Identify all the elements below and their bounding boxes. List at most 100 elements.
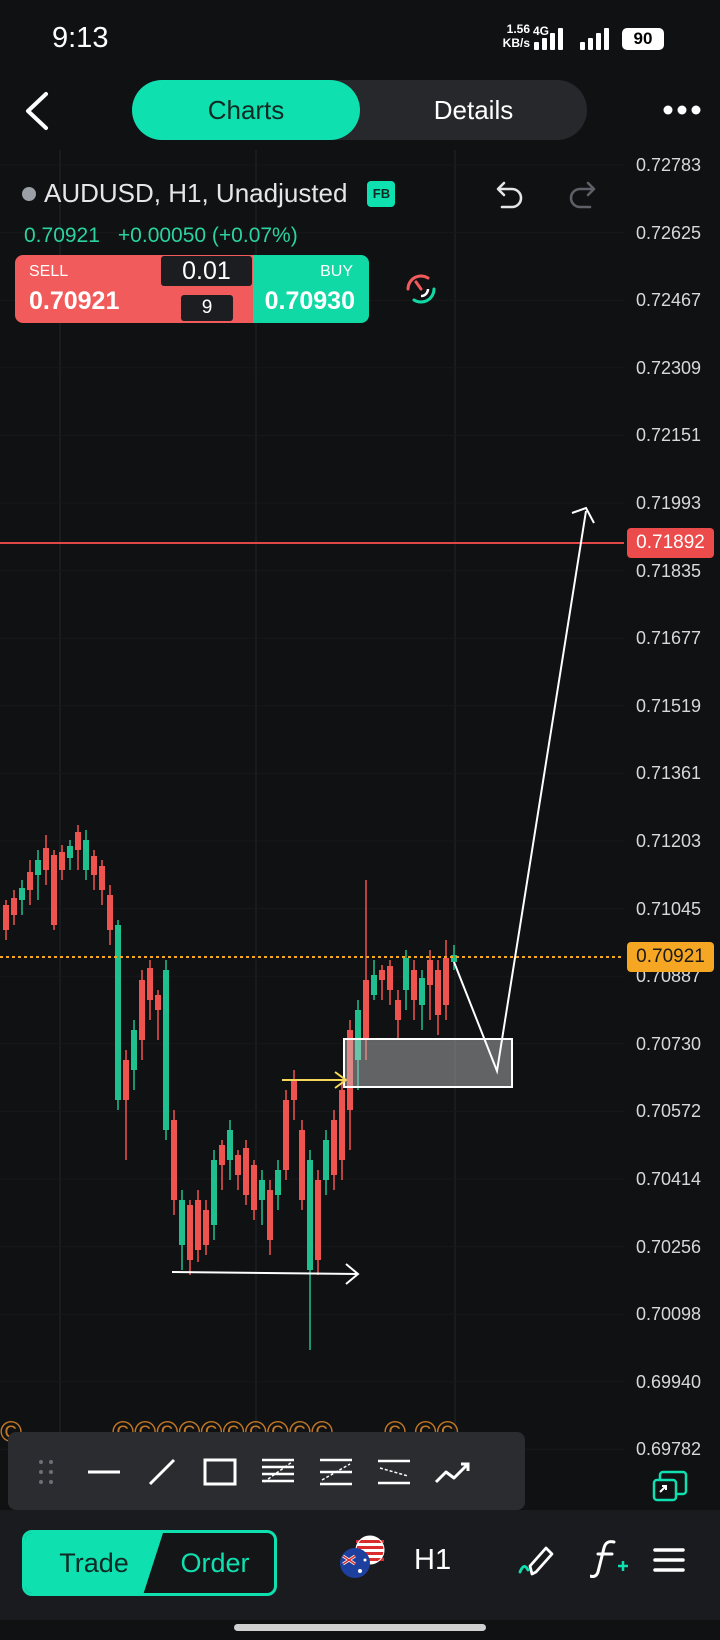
hamburger-icon: [653, 1548, 685, 1572]
trend-line-icon[interactable]: [142, 1452, 182, 1492]
signal-icon: [534, 26, 563, 50]
home-indicator: [234, 1624, 486, 1631]
candle-body: [411, 970, 417, 1000]
candle-body: [155, 995, 161, 1010]
candle-body: [395, 1000, 401, 1020]
candle-body: [435, 970, 441, 1015]
candle-body: [163, 970, 169, 1130]
trade-tab[interactable]: Trade: [25, 1533, 163, 1593]
candle-body: [283, 1100, 289, 1170]
white-arrowhead: [345, 1263, 360, 1285]
candle-body: [67, 846, 73, 858]
fib-retracement-icon[interactable]: [258, 1452, 298, 1492]
price-axis-label: 0.71835: [636, 560, 702, 581]
network-speed: 1.56 KB/s: [500, 22, 530, 50]
redo-icon: [569, 181, 596, 209]
horizontal-line-icon[interactable]: [84, 1452, 124, 1492]
white-arrow-line: [171, 1271, 359, 1275]
candle-body: [379, 970, 385, 980]
network-speed-unit: KB/s: [502, 36, 530, 50]
candle-body: [235, 1155, 241, 1175]
pencil-icon: [518, 1546, 554, 1576]
lot-size-input[interactable]: 0.01: [161, 256, 252, 286]
tab-details[interactable]: Details: [433, 94, 514, 125]
candle-body: [427, 960, 433, 985]
fb-badge: FB: [367, 180, 396, 207]
candle-body: [35, 860, 41, 875]
symbol-title: AUDUSD, H1, Unadjusted: [44, 178, 348, 208]
parallel-channel-icon[interactable]: [316, 1452, 356, 1492]
market-status-dot: [22, 186, 36, 201]
current-price-tag: 0.70921: [627, 942, 714, 972]
candle-body: [347, 1030, 353, 1110]
candle-body: [51, 855, 57, 925]
candle-body: [171, 1120, 177, 1200]
pitchfork-icon[interactable]: [374, 1452, 414, 1492]
candle-body: [315, 1180, 321, 1260]
price-axis-label: 0.70572: [636, 1101, 702, 1122]
draw-tools-button[interactable]: [518, 1540, 558, 1580]
candle-body: [91, 856, 97, 875]
drawing-toolbar: [8, 1432, 525, 1510]
price-axis-label: 0.72309: [636, 357, 702, 378]
path-icon[interactable]: [432, 1452, 472, 1492]
candle-body: [107, 895, 113, 930]
chevron-left-icon: [26, 92, 48, 130]
candle-body: [19, 888, 25, 900]
timeframe-selector[interactable]: H1: [414, 1544, 452, 1576]
battery-icon: 90: [622, 28, 664, 50]
candle-body: [27, 872, 33, 890]
candle-body: [443, 958, 449, 1005]
au-us-flag-icon[interactable]: [338, 1534, 386, 1580]
candle-body: [187, 1205, 193, 1260]
back-button[interactable]: [18, 86, 58, 136]
price-axis-label: 0.71993: [636, 493, 702, 513]
undo-button[interactable]: [490, 176, 526, 212]
projection-arrowhead: [571, 506, 595, 524]
zone-rectangle: [343, 1038, 513, 1088]
one-click-trade-panel: SELL 0.70921 BUY 0.70930 0.01 9: [15, 255, 369, 323]
rectangle-icon[interactable]: [200, 1452, 240, 1492]
buy-price: 0.70930: [264, 287, 355, 315]
tab-charts[interactable]: Charts: [132, 80, 360, 140]
candle-body: [59, 852, 65, 870]
price-axis-label: 0.70414: [636, 1169, 702, 1189]
price-axis-label: 0.69782: [636, 1439, 702, 1460]
status-time: 9:13: [52, 22, 109, 54]
candle-body: [299, 1130, 305, 1200]
candle-body: [211, 1160, 217, 1225]
countdown-icon: [406, 274, 436, 304]
candle-body: [339, 1090, 345, 1160]
candle-body: [219, 1145, 225, 1165]
redo-button[interactable]: [566, 176, 602, 212]
network-speed-value: 1.56: [506, 22, 530, 36]
view-switcher: Charts Details: [132, 80, 587, 140]
candle-body: [243, 1148, 249, 1195]
candle-body: [259, 1180, 265, 1200]
price-chart[interactable]: © ©©©©©©©©©© © ©©: [0, 140, 720, 1508]
drag-handle-icon[interactable]: [26, 1452, 66, 1492]
countdown-button[interactable]: [402, 270, 440, 308]
price-axis-label: 0.71045: [636, 898, 702, 919]
price-axis-label: 0.70098: [636, 1304, 702, 1325]
annotations: [0, 506, 624, 1285]
candle-body: [11, 898, 17, 915]
last-price: 0.70921: [24, 224, 100, 247]
price-axis-label: 0.71677: [636, 628, 702, 649]
sell-button[interactable]: [15, 255, 160, 323]
candle-body: [83, 840, 89, 870]
signal-icon: [580, 26, 609, 50]
candle-body: [403, 958, 409, 990]
screenshot-button[interactable]: [650, 1468, 690, 1504]
indicators-button[interactable]: [588, 1536, 630, 1580]
yellow-arrowhead: [334, 1071, 348, 1089]
chart-grid: [0, 150, 624, 1500]
order-tab[interactable]: Order: [180, 1547, 250, 1578]
network-type: 4G: [533, 24, 550, 38]
candle-body: [147, 968, 153, 1000]
candle-body: [43, 848, 49, 870]
candle-body: [195, 1200, 201, 1250]
more-button[interactable]: [662, 100, 702, 120]
menu-button[interactable]: [652, 1546, 686, 1574]
candle-body: [387, 966, 393, 990]
